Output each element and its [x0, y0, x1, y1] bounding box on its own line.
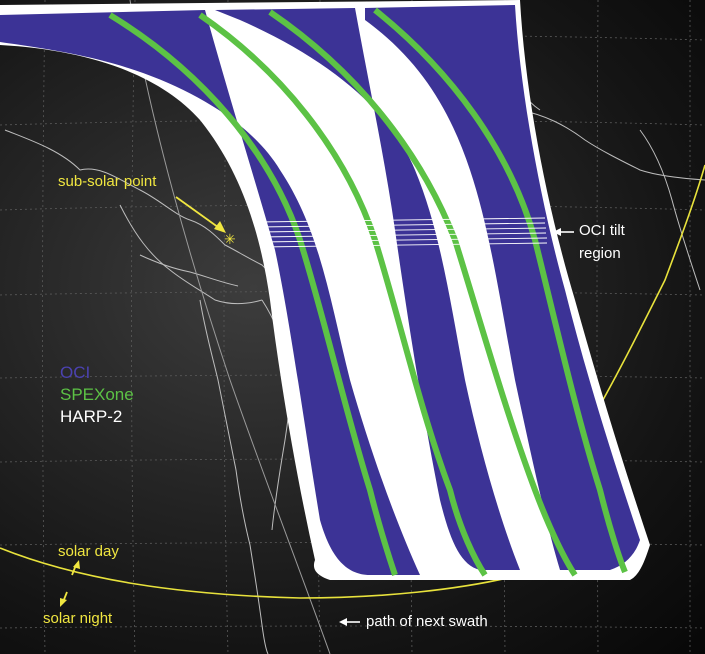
oci-swath-middle: [215, 8, 520, 570]
spexone-track-2: [198, 12, 488, 577]
next-swath-path: [129, 0, 331, 654]
annotation-arrows: [60, 196, 574, 626]
oci-swath-right: [365, 5, 640, 570]
spexone-track-1: [108, 12, 398, 576]
spexone-track-4: [373, 7, 628, 574]
gulf-coast: [119, 204, 263, 305]
oci-swath-left: [0, 10, 420, 575]
next-swath-label: path of next swath: [366, 613, 488, 630]
solar-day-label: solar day: [58, 543, 119, 560]
oci-tilt-label-line1: OCI tilt: [579, 222, 625, 239]
solar-night-arrow: [60, 591, 68, 607]
europe-coast: [519, 109, 705, 181]
satellite-swaths: [0, 0, 650, 580]
left-arrow-icon: [339, 618, 360, 626]
spexone-track-3: [268, 9, 578, 577]
legend: OCI SPEXone HARP-2: [60, 362, 134, 428]
caribbean-coast: [139, 254, 239, 287]
south-america-west-coast: [199, 299, 269, 654]
legend-oci: OCI: [60, 363, 91, 382]
left-arrow-icon: [553, 228, 574, 236]
legend-spexone: SPEXone: [60, 385, 134, 404]
solar-night-label: solar night: [43, 610, 113, 627]
oci-tilt-label-line2: region: [579, 245, 621, 262]
asterisk-icon: ✳: [224, 231, 236, 247]
legend-harp2: HARP-2: [60, 407, 123, 426]
sub-solar-arrow: [175, 196, 223, 231]
sub-solar-point-label: sub-solar point: [58, 173, 157, 190]
north-america-coast: [4, 129, 279, 296]
africa-coast: [639, 129, 701, 291]
oci-tilt-region: [257, 217, 548, 248]
solar-day-arrow: [71, 560, 80, 576]
